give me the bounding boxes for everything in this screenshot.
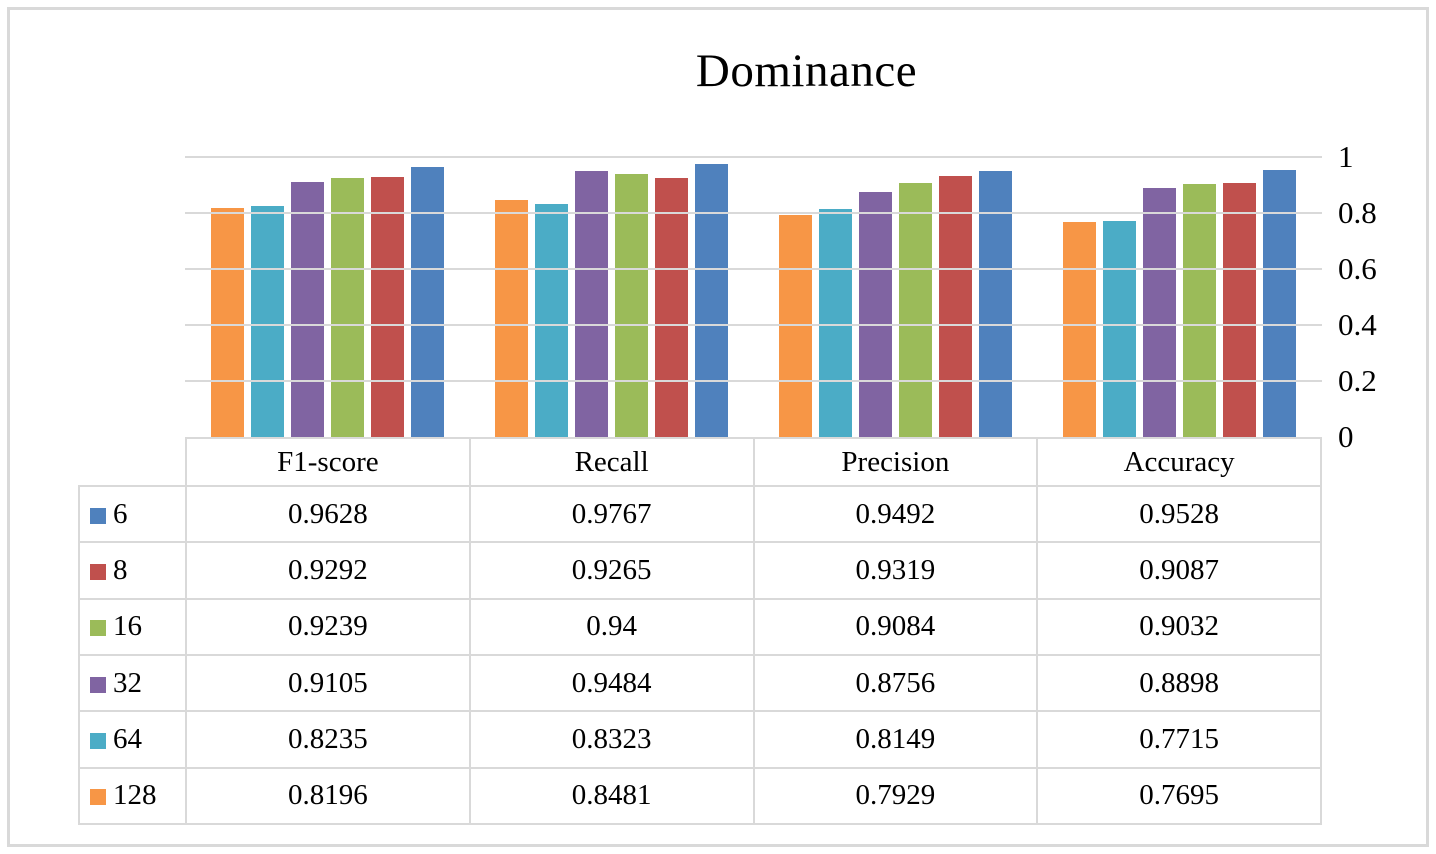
table-row-series-16: 16 0.9239 0.94 0.9084 0.9032 bbox=[78, 597, 1322, 656]
gridline bbox=[185, 380, 1322, 382]
series-name: 16 bbox=[113, 610, 142, 643]
bar-series-16-accuracy bbox=[1183, 184, 1217, 437]
value-cell-64-precision: 0.8149 bbox=[752, 710, 1039, 769]
bar-series-8-accuracy bbox=[1223, 182, 1257, 437]
y-tick-label: 0 bbox=[1338, 419, 1354, 454]
table-header-recall: Recall bbox=[468, 437, 755, 487]
table-header-f1-score: F1-score bbox=[185, 437, 471, 487]
chart-title: Dominance bbox=[695, 45, 918, 97]
table-header-accuracy: Accuracy bbox=[1036, 437, 1322, 487]
value-cell-8-accuracy: 0.9087 bbox=[1036, 541, 1322, 600]
table-header-precision: Precision bbox=[752, 437, 1039, 487]
series-label-cell-16: 16 bbox=[78, 597, 187, 656]
bar-series-6-recall bbox=[694, 163, 728, 437]
value-cell-16-precision: 0.9084 bbox=[752, 597, 1039, 656]
plot-area bbox=[185, 156, 1322, 437]
bar-group-precision bbox=[754, 157, 1038, 437]
value-cell-16-accuracy: 0.9032 bbox=[1036, 597, 1322, 656]
series-name: 128 bbox=[113, 779, 157, 812]
value-cell-64-f1-score: 0.8235 bbox=[185, 710, 471, 769]
value-cell-16-recall: 0.94 bbox=[468, 597, 755, 656]
bar-series-128-f1-score bbox=[210, 207, 244, 437]
y-tick-label: 1 bbox=[1338, 139, 1354, 174]
bar-series-32-precision bbox=[859, 191, 893, 437]
value-cell-8-f1-score: 0.9292 bbox=[185, 541, 471, 600]
bar-series-64-precision bbox=[819, 208, 853, 437]
value-cell-32-accuracy: 0.8898 bbox=[1036, 653, 1322, 713]
y-tick-label: 0.8 bbox=[1338, 195, 1377, 230]
value-cell-64-recall: 0.8323 bbox=[468, 710, 755, 769]
gridline bbox=[185, 268, 1322, 270]
table-blank-cell bbox=[79, 438, 186, 486]
bar-groups-container bbox=[185, 157, 1322, 437]
series-label-cell-128: 128 bbox=[78, 766, 187, 826]
series-name: 64 bbox=[113, 722, 142, 755]
bar-series-8-precision bbox=[939, 176, 973, 437]
bar-series-32-accuracy bbox=[1143, 187, 1177, 437]
legend-swatch-64 bbox=[90, 732, 106, 749]
bar-series-16-recall bbox=[614, 173, 648, 437]
table-row-series-32: 32 0.9105 0.9484 0.8756 0.8898 bbox=[78, 653, 1322, 713]
bar-series-16-f1-score bbox=[330, 178, 364, 437]
y-tick-label: 0.4 bbox=[1338, 307, 1377, 342]
table-row-series-128: 128 0.8196 0.8481 0.7929 0.7695 bbox=[78, 766, 1322, 826]
value-cell-6-f1-score: 0.9628 bbox=[185, 484, 471, 544]
bar-series-8-recall bbox=[654, 177, 688, 437]
bar-group-accuracy bbox=[1038, 157, 1322, 437]
bar-series-6-f1-score bbox=[410, 167, 444, 437]
gridline bbox=[185, 212, 1322, 214]
data-table-container: F1-score Recall Precision Accuracy 6 0.9628 0.… bbox=[78, 437, 1322, 826]
value-cell-16-f1-score: 0.9239 bbox=[185, 597, 471, 656]
series-label-cell-6: 6 bbox=[78, 484, 187, 544]
bar-series-16-precision bbox=[899, 182, 933, 437]
value-cell-128-f1-score: 0.8196 bbox=[185, 766, 471, 826]
value-cell-8-precision: 0.9319 bbox=[752, 541, 1039, 600]
value-cell-6-recall: 0.9767 bbox=[468, 484, 755, 544]
legend-swatch-6 bbox=[90, 507, 106, 524]
bar-group-recall bbox=[469, 157, 753, 437]
bar-series-64-recall bbox=[534, 203, 568, 437]
bar-series-64-f1-score bbox=[250, 206, 284, 437]
bar-series-6-precision bbox=[979, 171, 1013, 437]
table-row-series-8: 8 0.9292 0.9265 0.9319 0.9087 bbox=[78, 541, 1322, 600]
series-name: 32 bbox=[113, 666, 142, 699]
value-cell-6-precision: 0.9492 bbox=[752, 484, 1039, 544]
gridline bbox=[185, 156, 1322, 158]
bar-series-32-f1-score bbox=[290, 182, 324, 437]
y-tick-label: 0.6 bbox=[1338, 251, 1377, 286]
legend-swatch-128 bbox=[90, 789, 106, 806]
bar-group-f1-score bbox=[185, 157, 469, 437]
value-cell-32-recall: 0.9484 bbox=[468, 653, 755, 713]
bar-series-8-f1-score bbox=[370, 176, 404, 437]
bar-series-128-recall bbox=[494, 199, 528, 437]
value-cell-128-accuracy: 0.7695 bbox=[1036, 766, 1322, 826]
legend-swatch-16 bbox=[90, 620, 106, 637]
legend-swatch-8 bbox=[90, 563, 106, 580]
value-cell-8-recall: 0.9265 bbox=[468, 541, 755, 600]
value-cell-128-precision: 0.7929 bbox=[752, 766, 1039, 826]
table-row-series-6: 6 0.9628 0.9767 0.9492 0.9528 bbox=[78, 484, 1322, 544]
table-header-row: F1-score Recall Precision Accuracy bbox=[79, 437, 1322, 487]
series-name: 6 bbox=[113, 497, 128, 530]
data-table: F1-score Recall Precision Accuracy 6 0.9628 0.… bbox=[78, 437, 1322, 826]
table-row-series-64: 64 0.8235 0.8323 0.8149 0.7715 bbox=[78, 710, 1322, 769]
value-cell-32-precision: 0.8756 bbox=[752, 653, 1039, 713]
bar-series-128-precision bbox=[779, 215, 813, 437]
bar-series-64-accuracy bbox=[1103, 220, 1137, 437]
series-name: 8 bbox=[113, 553, 128, 586]
legend-swatch-32 bbox=[90, 676, 106, 693]
series-label-cell-8: 8 bbox=[78, 541, 187, 600]
gridline bbox=[185, 324, 1322, 326]
bar-series-32-recall bbox=[574, 171, 608, 437]
value-cell-6-accuracy: 0.9528 bbox=[1036, 484, 1322, 544]
y-tick-label: 0.2 bbox=[1338, 363, 1377, 398]
value-cell-64-accuracy: 0.7715 bbox=[1036, 710, 1322, 769]
value-cell-32-f1-score: 0.9105 bbox=[185, 653, 471, 713]
series-label-cell-64: 64 bbox=[78, 710, 187, 769]
value-cell-128-recall: 0.8481 bbox=[468, 766, 755, 826]
series-label-cell-32: 32 bbox=[78, 653, 187, 713]
bar-series-6-accuracy bbox=[1263, 170, 1297, 437]
bar-series-128-accuracy bbox=[1063, 221, 1097, 437]
